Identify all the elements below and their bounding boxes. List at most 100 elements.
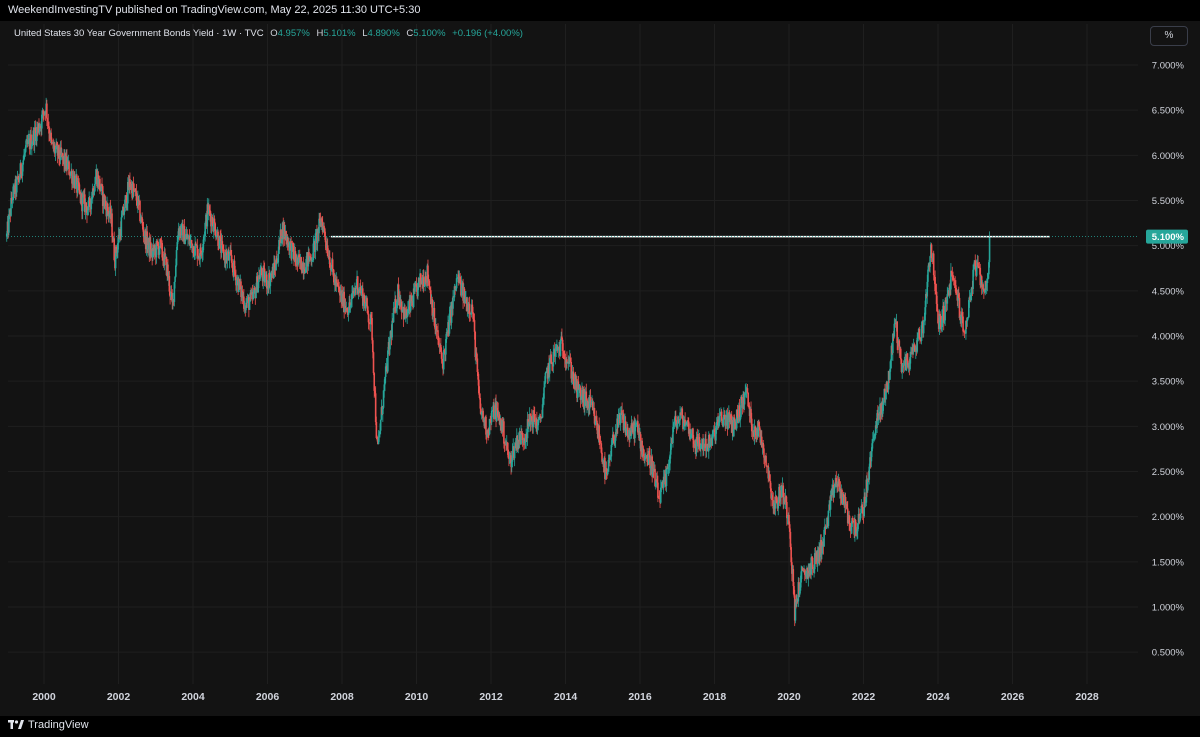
candle-body-up [877,413,880,421]
candle-body-down [219,235,222,238]
candle-body-up [938,313,941,329]
candle-body-down [367,313,370,323]
candle-body-up [912,344,915,352]
candle-body-up [619,413,622,424]
candle-body-up [576,381,579,398]
candle-body-up [206,204,209,227]
symbol-legend: United States 30 Year Government Bonds Y… [14,28,523,39]
candle-body-down [830,495,833,496]
candle-body-down [265,274,268,289]
candle-body-down [372,340,374,353]
candle-body-up [87,200,90,211]
candle-body-up [94,183,96,192]
x-tick-label: 2008 [330,691,354,703]
candle-body-up [676,423,679,428]
candle-body-down [803,570,806,575]
candle-body-up [541,404,544,418]
candle-body-up [86,210,89,216]
candle-body-up [354,288,356,293]
candle-body-down [245,302,248,304]
candle-body-down [793,586,795,596]
candle-body-up [975,266,978,276]
candle-body-down [440,351,443,359]
candle-body-up [863,496,866,517]
candle-body-down [405,309,408,318]
candle-body-up [834,483,836,489]
candle-body-down [429,289,431,291]
candle-body-down [336,279,338,283]
candle-body-down [17,176,20,180]
candle-body-down [190,240,193,244]
candle-body-down [899,348,902,360]
candle-body-down [952,276,954,280]
candle-body-up [245,302,247,311]
last-price-badge-label: 5.100% [1152,232,1185,243]
candle-body-up [193,255,196,257]
candle-body-down [415,283,418,288]
candle-body-up [678,420,681,422]
high-value: 5.101% [323,28,356,39]
candle-body-up [314,233,317,252]
candle-body-up [927,269,929,282]
percent-scale-button[interactable]: % [1150,26,1188,46]
candle-body-down [325,242,328,248]
candle-body-down [324,236,327,243]
candle-body-up [15,178,18,193]
x-tick-label: 2010 [405,691,429,703]
candle-body-up [538,418,540,420]
last-price-badge-bg [1146,229,1188,244]
candle-body-down [323,225,325,229]
candle-body-down [907,360,909,368]
candle-body-down [649,455,651,469]
candle-body-up [610,444,613,457]
candle-body-down [240,281,242,297]
candle-body-up [850,526,853,531]
candle-body-up [869,457,871,467]
candle-body-down [595,416,598,421]
candle-body-up [38,128,41,132]
candle-body-up [114,246,117,269]
candle-body-down [736,410,739,417]
candle-body-down [376,437,378,440]
candle-body-up [100,184,103,192]
candle-body-down [213,218,216,224]
candle-body-up [554,349,557,357]
candle-body-up [369,314,372,324]
x-tick-label: 2020 [777,691,801,703]
candle-body-up [644,457,646,461]
candle-body-down [480,408,482,415]
candle-body-up [866,478,869,491]
candle-body-up [297,255,300,265]
candle-body-down [599,440,601,443]
footer-bar [0,716,1200,737]
candle-body-up [21,164,24,176]
candle-body-up [988,236,991,263]
candle-body-down [338,287,340,290]
candle-body-down [399,297,401,306]
x-tick-label: 2026 [1001,691,1025,703]
candle-body-up [445,332,448,340]
candle-body-up [41,114,43,129]
candle-body-down [934,276,936,292]
candle-body-up [744,392,747,394]
candle-body-down [241,290,244,299]
candle-body-down [125,195,128,208]
candle-body-up [344,305,346,312]
candle-body-down [435,326,438,332]
candle-body-up [833,488,835,498]
candle-body-down [770,488,772,499]
candle-body-down [886,382,888,386]
candle-body-up [712,431,714,435]
candle-body-down [531,416,533,421]
candle-body-up [10,197,12,216]
candle-body-down [758,422,760,427]
candle-body-down [230,250,232,256]
candle-body-down [106,203,109,211]
candle-body-down [957,294,960,298]
candle-body-down [99,190,102,192]
candle-body-down [422,277,425,287]
y-tick-label: 0.500% [1152,648,1185,659]
candle-body-down [906,354,908,361]
candle-body-up [508,457,511,459]
